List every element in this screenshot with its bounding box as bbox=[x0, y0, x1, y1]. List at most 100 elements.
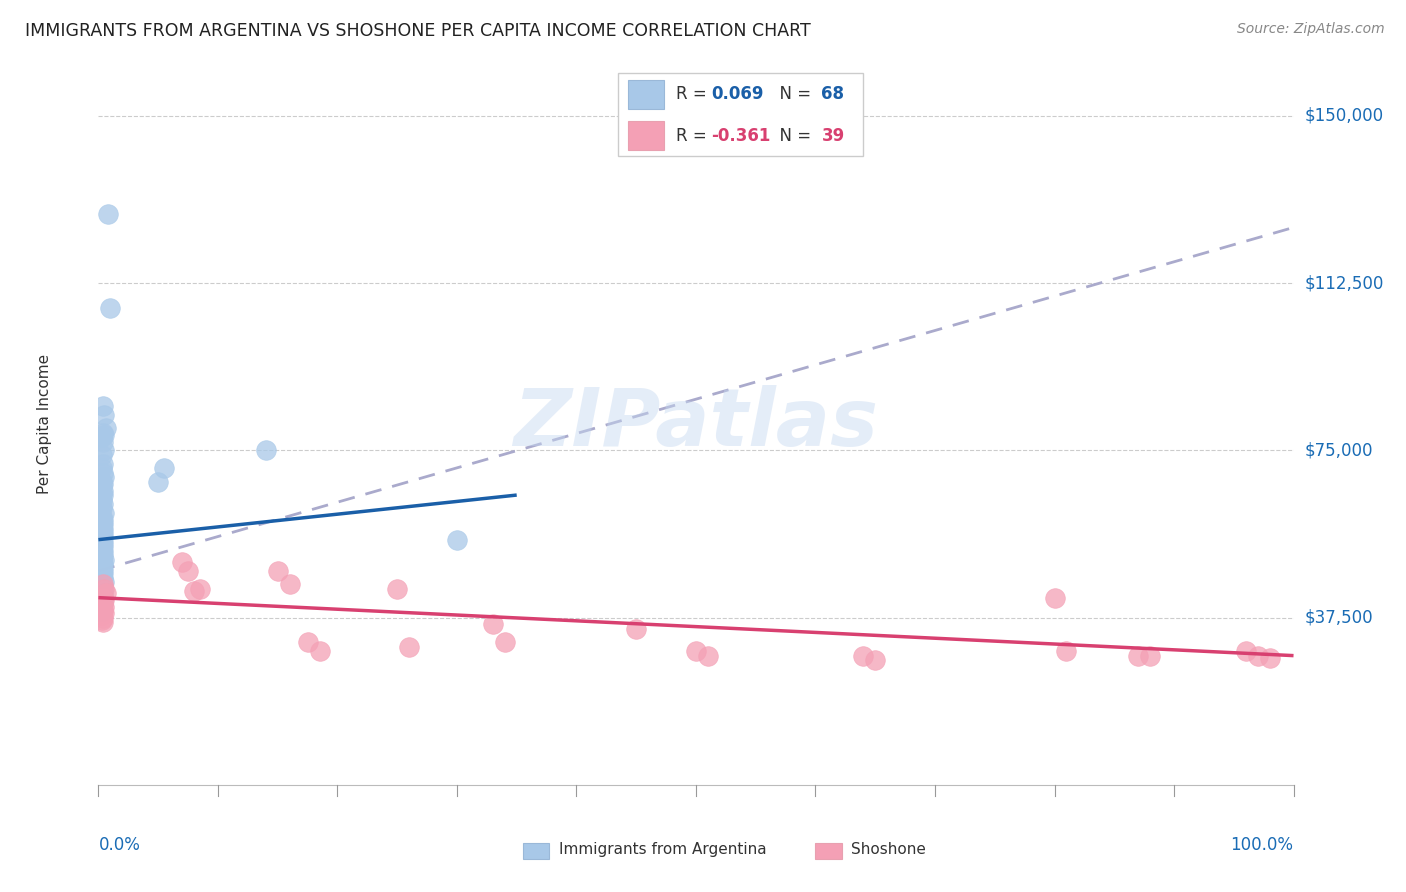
Point bbox=[93, 470, 115, 484]
Point bbox=[91, 568, 114, 582]
Point bbox=[254, 443, 277, 458]
Point bbox=[91, 577, 114, 591]
Text: $75,000: $75,000 bbox=[1305, 442, 1374, 459]
Point bbox=[91, 399, 114, 413]
Point bbox=[93, 574, 115, 589]
Point bbox=[91, 525, 114, 540]
Text: $150,000: $150,000 bbox=[1305, 107, 1384, 125]
Point bbox=[91, 476, 114, 491]
Point bbox=[91, 488, 114, 502]
Point bbox=[1247, 648, 1270, 663]
Point bbox=[91, 425, 114, 440]
Point bbox=[93, 443, 115, 458]
Point bbox=[91, 524, 114, 538]
Point bbox=[93, 428, 115, 442]
Point bbox=[91, 604, 114, 618]
Text: Shoshone: Shoshone bbox=[852, 842, 927, 857]
Point bbox=[91, 479, 114, 493]
Point bbox=[1128, 648, 1150, 663]
Point bbox=[685, 644, 707, 658]
Point bbox=[91, 530, 114, 544]
Point bbox=[626, 622, 648, 636]
Point bbox=[91, 608, 114, 623]
Point bbox=[98, 301, 122, 315]
Point bbox=[91, 519, 114, 533]
FancyBboxPatch shape bbox=[628, 79, 664, 109]
Text: 100.0%: 100.0% bbox=[1230, 836, 1294, 854]
Point bbox=[91, 510, 114, 524]
Point bbox=[91, 543, 114, 558]
Point bbox=[91, 601, 114, 615]
Point bbox=[91, 528, 114, 542]
Point bbox=[91, 539, 114, 553]
Point bbox=[94, 586, 117, 600]
Point bbox=[91, 512, 114, 526]
Text: 0.069: 0.069 bbox=[711, 85, 763, 103]
Point bbox=[91, 501, 114, 516]
Point bbox=[91, 475, 114, 489]
Point bbox=[91, 610, 114, 624]
Text: 0.0%: 0.0% bbox=[98, 836, 141, 854]
Text: $37,500: $37,500 bbox=[1305, 608, 1374, 627]
Point bbox=[91, 492, 114, 507]
Point bbox=[1139, 648, 1161, 663]
Point bbox=[494, 635, 516, 649]
Point bbox=[91, 430, 114, 444]
Point bbox=[93, 607, 115, 621]
Point bbox=[446, 533, 468, 547]
Point bbox=[91, 604, 114, 618]
Point bbox=[93, 552, 115, 567]
Point bbox=[852, 648, 875, 663]
Point bbox=[297, 635, 319, 649]
Point bbox=[1234, 644, 1257, 658]
Point bbox=[91, 591, 114, 605]
Point bbox=[267, 564, 290, 578]
Point bbox=[91, 595, 114, 609]
Point bbox=[91, 566, 114, 581]
FancyBboxPatch shape bbox=[619, 73, 863, 156]
Point bbox=[91, 591, 114, 605]
Point bbox=[91, 582, 114, 596]
Point bbox=[385, 582, 409, 596]
Point bbox=[91, 461, 114, 475]
Point bbox=[1258, 651, 1281, 665]
Point bbox=[93, 506, 115, 520]
Text: $112,500: $112,500 bbox=[1305, 274, 1384, 293]
Point bbox=[481, 617, 505, 632]
Point bbox=[697, 648, 720, 663]
Point bbox=[865, 653, 887, 667]
Point bbox=[91, 583, 114, 598]
Point bbox=[91, 571, 114, 585]
Point bbox=[91, 562, 114, 576]
Point bbox=[93, 582, 115, 596]
Point bbox=[91, 537, 114, 551]
Point bbox=[91, 557, 114, 572]
Point bbox=[91, 615, 114, 630]
Point bbox=[94, 421, 117, 435]
Point bbox=[91, 555, 114, 569]
Point bbox=[91, 497, 114, 511]
Point bbox=[91, 598, 114, 612]
Point bbox=[91, 595, 114, 609]
Point bbox=[1043, 591, 1066, 605]
Point bbox=[91, 573, 114, 587]
Point bbox=[91, 564, 114, 578]
Text: Immigrants from Argentina: Immigrants from Argentina bbox=[558, 842, 766, 857]
Point bbox=[91, 534, 114, 549]
Text: Per Capita Income: Per Capita Income bbox=[37, 353, 52, 494]
Point bbox=[398, 640, 420, 654]
Point bbox=[91, 457, 114, 471]
Text: 39: 39 bbox=[821, 127, 845, 145]
Point bbox=[91, 521, 114, 535]
Point bbox=[93, 408, 115, 422]
Point bbox=[91, 577, 114, 591]
Point bbox=[91, 434, 114, 449]
Text: IMMIGRANTS FROM ARGENTINA VS SHOSHONE PER CAPITA INCOME CORRELATION CHART: IMMIGRANTS FROM ARGENTINA VS SHOSHONE PE… bbox=[25, 22, 811, 40]
Point bbox=[1056, 644, 1078, 658]
Point bbox=[91, 466, 114, 480]
Point bbox=[172, 555, 194, 569]
Point bbox=[278, 577, 301, 591]
Text: -0.361: -0.361 bbox=[711, 127, 770, 145]
Text: Source: ZipAtlas.com: Source: ZipAtlas.com bbox=[1237, 22, 1385, 37]
Point bbox=[91, 448, 114, 462]
